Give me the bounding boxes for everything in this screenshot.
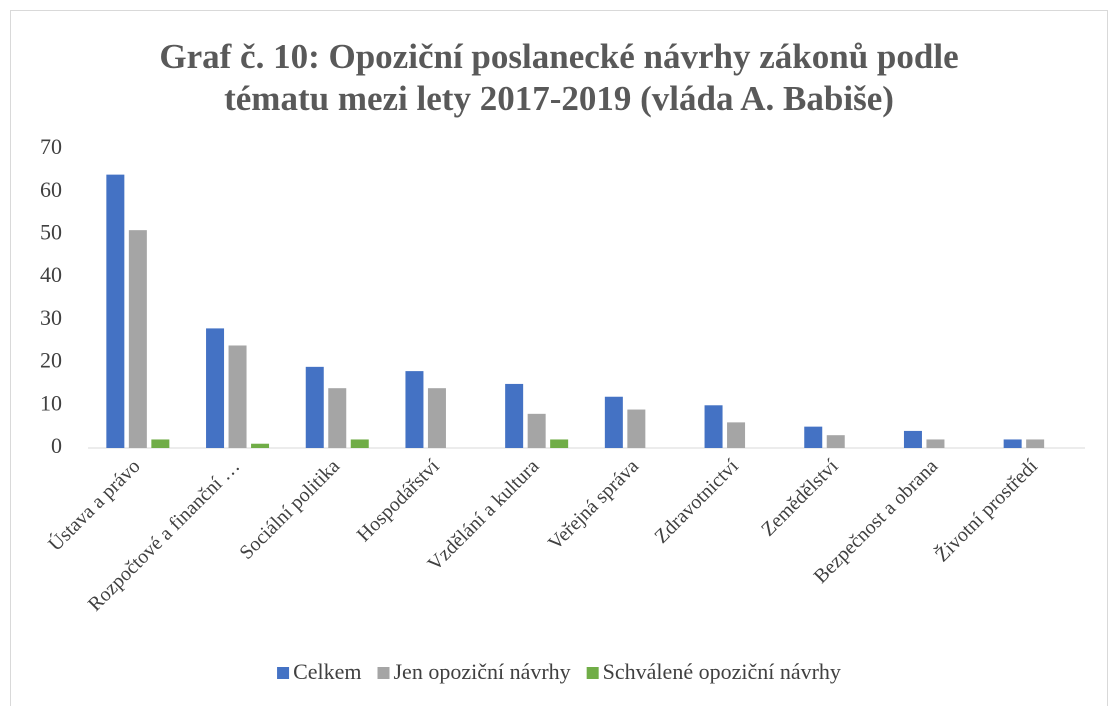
legend-swatch — [277, 667, 290, 679]
bar — [926, 439, 945, 448]
legend-swatch — [377, 667, 390, 679]
bar — [505, 383, 524, 448]
x-tick-label: Vzdělání a kultura — [423, 455, 543, 575]
bar — [1026, 439, 1045, 448]
x-tick-label: Životní prostředí — [930, 454, 1042, 566]
bar — [903, 430, 922, 448]
bar — [826, 435, 845, 448]
bar — [350, 439, 369, 448]
x-tick-label: Veřejná správa — [544, 455, 643, 554]
bar — [405, 371, 424, 448]
y-tick-label: 60 — [40, 177, 62, 202]
bar — [128, 230, 147, 448]
y-tick-label: 20 — [40, 348, 62, 373]
bar — [328, 388, 347, 448]
legend-label: Jen opoziční návrhy — [394, 659, 571, 684]
y-tick-label: 10 — [40, 390, 62, 415]
y-tick-label: 70 — [40, 134, 62, 159]
bar — [151, 439, 170, 448]
x-tick-label: Sociální politika — [235, 455, 344, 564]
chart-border — [10, 10, 1108, 706]
bar — [106, 174, 125, 448]
bar — [228, 345, 247, 448]
x-tick-label: Hospodářství — [353, 455, 444, 546]
bar — [550, 439, 569, 448]
bar — [604, 396, 623, 448]
y-tick-label: 30 — [40, 305, 62, 330]
y-tick-label: 40 — [40, 262, 62, 287]
bar — [251, 443, 270, 448]
x-tick-label: Ústava a právo — [43, 454, 145, 556]
bar — [527, 413, 546, 448]
legend-label: Celkem — [293, 659, 361, 684]
x-tick-label: Zdravotnictví — [650, 455, 743, 548]
y-tick-label: 0 — [51, 433, 62, 458]
bar — [305, 366, 324, 448]
x-tick-label: Zemědělství — [757, 455, 843, 541]
chart-title: Graf č. 10: Opoziční poslanecké návrhy z… — [159, 37, 959, 118]
bar — [804, 426, 823, 448]
bar — [627, 409, 646, 448]
legend-label: Schválené opoziční návrhy — [603, 659, 841, 684]
y-tick-label: 50 — [40, 219, 62, 244]
legend-swatch — [586, 667, 599, 679]
bar — [704, 405, 723, 448]
bar — [427, 388, 446, 448]
bar — [206, 328, 225, 448]
bar — [1003, 439, 1022, 448]
bar — [727, 422, 746, 448]
